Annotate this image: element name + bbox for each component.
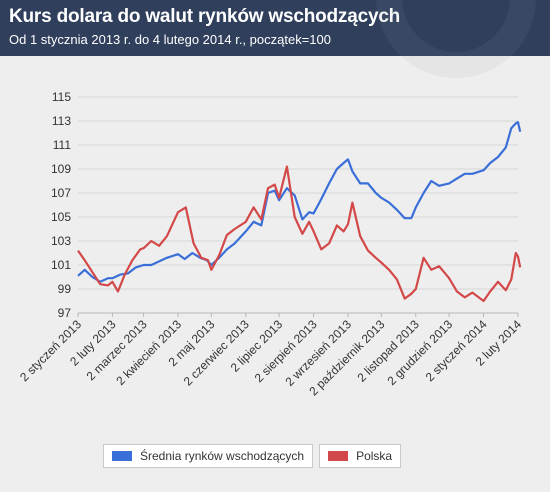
y-tick-label: 109 [51,162,71,176]
y-tick-label: 101 [51,258,71,272]
chart-header: Kurs dolara do walut rynków wschodzących… [0,0,550,56]
legend-swatch-series-1 [112,451,132,461]
y-tick-label: 111 [53,138,72,152]
legend-label-series-2: Polska [356,449,393,463]
y-tick-label: 113 [52,114,71,128]
chart-title: Kurs dolara do walut rynków wschodzących [9,6,401,27]
series-line-1 [77,121,522,283]
y-tick-label: 115 [52,90,71,104]
legend-item-series-2: Polska [319,444,402,468]
plot-background [0,56,550,492]
series-line-2 [77,165,522,303]
y-tick-label: 99 [58,282,72,296]
y-tick-label: 97 [58,306,72,320]
legend-item-series-1: Średnia rynków wschodzących [103,444,314,468]
legend-label-series-1: Średnia rynków wschodzących [140,449,305,463]
legend: Średnia rynków wschodzących Polska [103,444,402,468]
y-tick-label: 105 [51,210,71,224]
y-tick-label: 107 [51,186,71,200]
chart-subtitle: Od 1 stycznia 2013 r. do 4 lutego 2014 r… [9,32,331,47]
y-tick-label: 103 [51,234,71,248]
legend-swatch-series-2 [328,451,349,461]
